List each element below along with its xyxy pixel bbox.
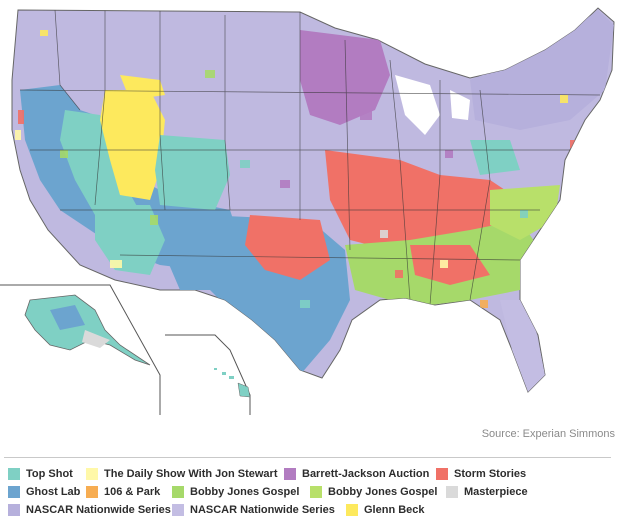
region-utah-glennbeck <box>100 90 165 200</box>
legend-label: NASCAR Nationwide Series <box>190 504 335 516</box>
legend-label: Bobby Jones Gospel <box>190 486 300 498</box>
hawaii-isle-1 <box>222 372 226 375</box>
legend-item-glenn-beck: Glenn Beck <box>346 502 425 518</box>
hawaii-isle-2 <box>229 376 234 379</box>
hawaii-isle-3 <box>214 368 217 370</box>
region-northeast-nascar <box>470 10 614 130</box>
legend-label: 106 & Park <box>104 486 161 498</box>
legend-swatch <box>446 486 458 498</box>
legend-item-nascar-2: NASCAR Nationwide Series <box>172 502 335 518</box>
legend-item-nascar-1: NASCAR Nationwide Series <box>8 502 171 518</box>
legend-swatch <box>172 504 184 516</box>
legend-label: Glenn Beck <box>364 504 425 516</box>
legend-swatch <box>8 504 20 516</box>
legend-divider <box>4 457 611 458</box>
legend-item-barrett-jackson: Barrett-Jackson Auction <box>284 466 429 482</box>
region-colorado-topshot <box>155 135 230 210</box>
legend-item-top-shot: Top Shot <box>8 466 73 482</box>
alaska <box>24 294 151 366</box>
state-boundaries <box>19 9 601 306</box>
legend: Top Shot The Daily Show With Jon Stewart… <box>8 466 618 526</box>
legend-swatch <box>172 486 184 498</box>
legend-label: Storm Stories <box>454 468 527 480</box>
legend-label: Bobby Jones Gospel <box>328 486 438 498</box>
source-caption: Source: Experian Simmons <box>481 428 615 440</box>
legend-label: Top Shot <box>26 468 73 480</box>
legend-swatch <box>346 504 358 516</box>
alaska-region-2 <box>50 305 85 330</box>
legend-swatch <box>284 468 296 480</box>
region-idaho-glennbeck <box>120 75 165 100</box>
hawaii-main <box>237 382 251 398</box>
region-central-storm <box>325 150 520 250</box>
legend-label: Masterpiece <box>464 486 528 498</box>
legend-item-ghost-lab: Ghost Lab <box>8 484 80 500</box>
legend-swatch <box>8 486 20 498</box>
legend-item-masterpiece: Masterpiece <box>446 484 528 500</box>
alaska-inset-border <box>0 284 161 415</box>
hawaii-inset-border <box>165 334 251 415</box>
legend-label: The Daily Show With Jon Stewart <box>104 468 278 480</box>
alaska-region-3 <box>82 330 110 348</box>
legend-label: Barrett-Jackson Auction <box>302 468 430 480</box>
legend-item-bobby-jones-2: Bobby Jones Gospel <box>310 484 437 500</box>
legend-item-daily-show: The Daily Show With Jon Stewart <box>86 466 277 482</box>
legend-swatch <box>310 486 322 498</box>
legend-item-bobby-jones-1: Bobby Jones Gospel <box>172 484 299 500</box>
legend-swatch <box>86 486 98 498</box>
region-ohio-topshot <box>470 140 520 175</box>
legend-item-106-park: 106 & Park <box>86 484 160 500</box>
legend-label: NASCAR Nationwide Series <box>26 504 171 516</box>
region-texas-storm <box>245 215 330 280</box>
legend-swatch <box>436 468 448 480</box>
legend-item-storm-stories: Storm Stories <box>436 466 526 482</box>
region-arizona-topshot <box>95 205 165 275</box>
legend-swatch <box>8 468 20 480</box>
region-upper-midwest-barrett <box>300 30 390 125</box>
legend-label: Ghost Lab <box>26 486 81 498</box>
region-southeast-storm <box>410 245 490 285</box>
county-choropleth-map <box>0 7 615 415</box>
legend-swatch <box>86 468 98 480</box>
great-lakes <box>395 75 470 135</box>
